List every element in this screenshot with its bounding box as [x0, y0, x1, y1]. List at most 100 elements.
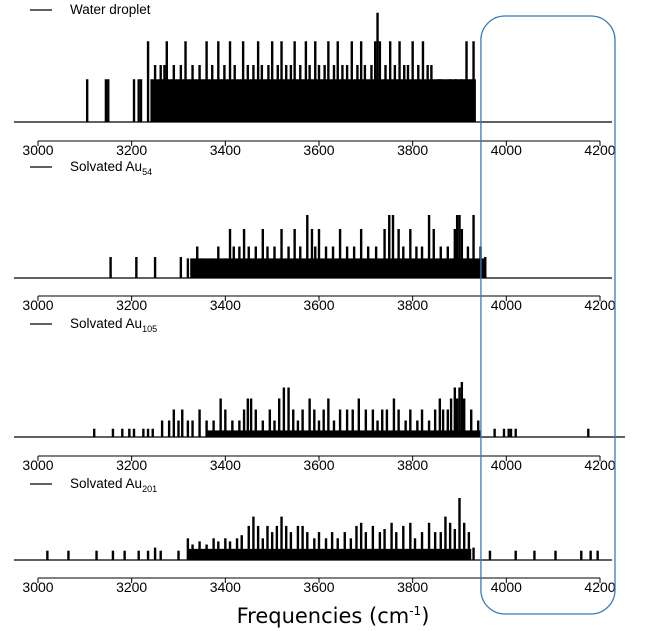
spectral-line	[363, 65, 367, 122]
spectral-line	[324, 538, 328, 560]
spectral-line	[446, 409, 449, 437]
spectral-line	[465, 41, 468, 122]
spectral-line	[205, 420, 208, 437]
spectral-line	[331, 246, 335, 278]
spectral-line	[304, 41, 308, 122]
spectral-line	[111, 428, 115, 437]
x-tick-label: 3000	[22, 142, 53, 158]
dense-band	[150, 79, 476, 122]
spectral-line	[411, 41, 414, 122]
spectral-line	[153, 547, 157, 560]
x-tick-label: 3400	[210, 457, 241, 473]
spectral-line	[345, 409, 349, 437]
spectral-line	[352, 246, 356, 278]
legend-label: Solvated Au54	[70, 159, 152, 177]
spectral-line	[135, 257, 138, 278]
spectral-line	[415, 246, 418, 278]
spectral-line	[205, 544, 208, 560]
spectral-line	[95, 550, 98, 560]
spectral-line	[330, 532, 334, 560]
spectral-line	[420, 532, 424, 560]
spectral-line	[472, 41, 475, 122]
x-tick-label: 3600	[303, 297, 334, 313]
spectral-line	[256, 41, 260, 122]
spectral-line	[402, 525, 405, 560]
spectral-line	[137, 79, 140, 122]
spectral-line	[371, 409, 375, 437]
spectral-line	[420, 246, 424, 278]
spectral-line	[210, 258, 213, 278]
spectral-line	[146, 550, 150, 560]
spectral-line	[261, 229, 264, 278]
spectral-line	[205, 41, 208, 122]
spectral-line	[153, 65, 157, 122]
spectral-line	[267, 65, 270, 122]
spectral-line	[228, 41, 232, 122]
spectral-line	[426, 65, 429, 122]
legend-label: Solvated Au201	[70, 476, 157, 494]
spectral-line	[395, 532, 398, 560]
spectral-line	[217, 541, 220, 560]
spectral-line	[273, 246, 276, 278]
spectral-line	[332, 420, 336, 437]
spectral-line	[533, 550, 536, 560]
spectral-line	[341, 65, 344, 122]
spectral-line	[252, 65, 255, 122]
spectral-line	[446, 246, 449, 278]
spectral-line	[217, 246, 220, 278]
spectral-line	[260, 65, 264, 122]
spectral-line	[198, 65, 201, 122]
spectral-line	[406, 65, 410, 122]
spectral-line	[165, 41, 168, 122]
dense-band	[206, 430, 481, 437]
spectral-line	[301, 525, 304, 560]
x-tick-label: 4000	[491, 142, 522, 158]
x-tick-label: 3400	[210, 297, 241, 313]
spectral-line	[385, 409, 389, 437]
spectral-line	[448, 522, 452, 560]
spectral-line	[146, 428, 150, 437]
spectral-line	[392, 398, 396, 437]
x-tick-label: 3000	[22, 297, 53, 313]
spectral-line	[289, 532, 293, 560]
spectral-line	[413, 538, 417, 560]
spectral-line	[270, 532, 274, 560]
spectral-line	[589, 550, 592, 560]
spectral-line	[308, 398, 311, 437]
spectral-line	[275, 525, 279, 560]
spectral-line	[261, 538, 264, 560]
spectral-line	[398, 41, 401, 122]
spectral-line	[359, 522, 363, 560]
spectral-line	[233, 65, 236, 122]
spectral-line	[223, 65, 226, 122]
spectral-line	[296, 525, 300, 560]
spectral-line	[299, 246, 302, 278]
spectral-line	[306, 215, 309, 278]
spectral-line	[336, 538, 339, 560]
spectral-line	[219, 398, 222, 437]
spectral-line	[336, 41, 339, 122]
spectral-line	[287, 246, 290, 278]
spectral-line	[460, 79, 464, 122]
spectral-line	[441, 409, 445, 437]
spectral-line	[439, 246, 442, 278]
spectral-line	[282, 387, 286, 437]
spectral-line	[324, 246, 328, 278]
spectral-line	[444, 516, 447, 560]
spectral-line	[198, 409, 201, 437]
spectral-line	[409, 409, 412, 437]
spectral-line	[191, 544, 194, 560]
spectral-line	[246, 65, 250, 122]
spectral-line	[393, 65, 397, 122]
spectral-line	[123, 550, 126, 560]
spectral-line	[432, 229, 435, 278]
spectral-line	[433, 532, 437, 560]
spectral-line	[128, 428, 131, 437]
spectral-line	[416, 420, 419, 437]
spectral-line	[388, 41, 392, 122]
spectral-line	[317, 532, 321, 560]
spectral-line	[179, 257, 183, 278]
spectral-line	[289, 65, 293, 122]
spectrum-panel-1: 3000 3200 3400 3600 3800 4000 4200 Water drople…	[14, 2, 616, 158]
